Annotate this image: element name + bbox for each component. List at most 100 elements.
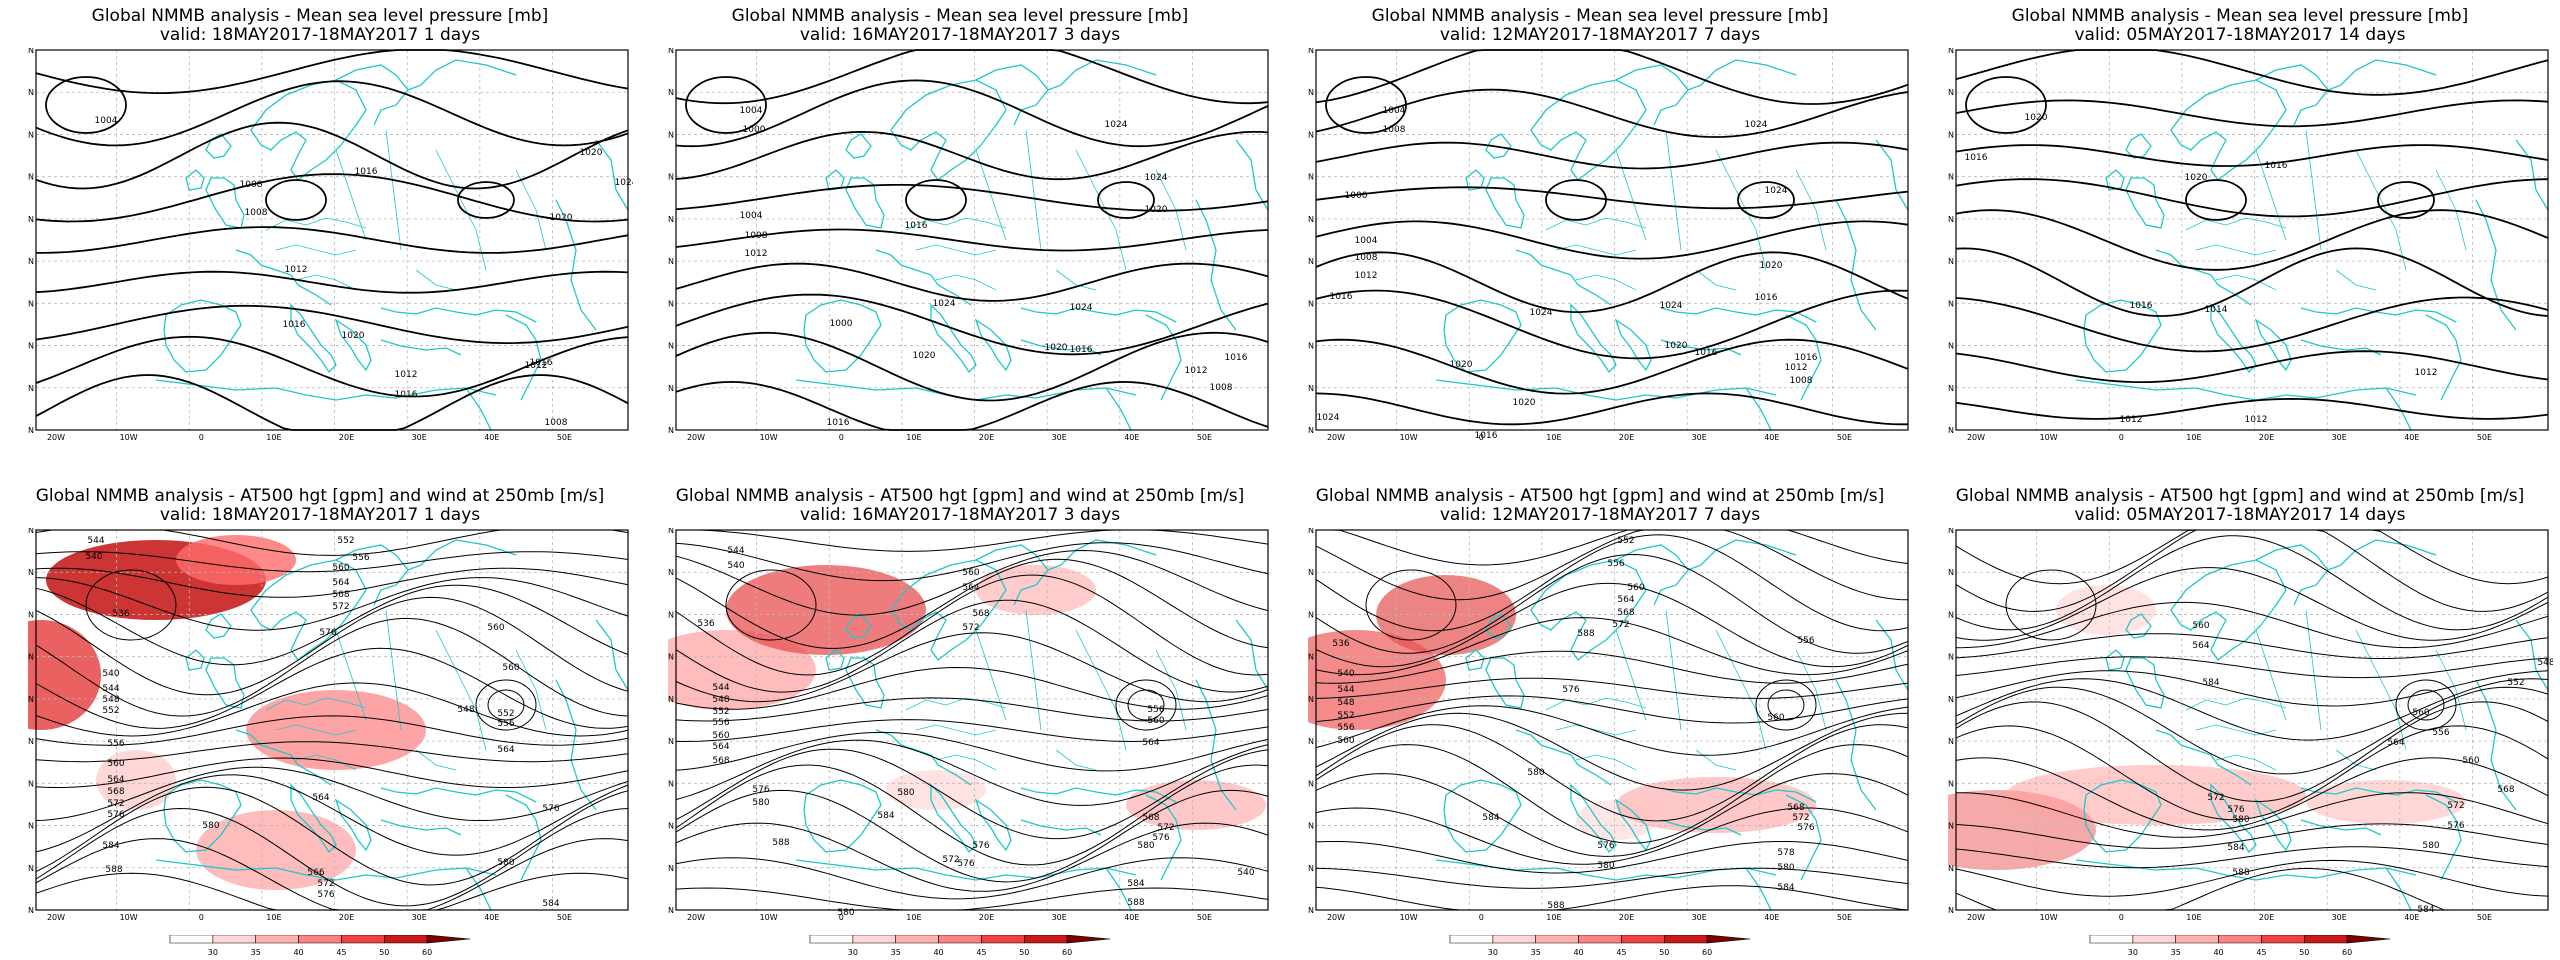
contour-label: 560 — [712, 731, 729, 741]
contour-label: 572 — [1612, 620, 1629, 630]
contour-label: 584 — [2227, 843, 2244, 853]
panel-mslp-7day: Global NMMB analysis - Mean sea level pr… — [1280, 0, 1920, 480]
contour-label: 560 — [2462, 756, 2479, 766]
colorbar-tick-label: 30 — [208, 948, 218, 957]
panel-title: Global NMMB analysis - Mean sea level pr… — [731, 6, 1189, 26]
contour-label: 536 — [112, 609, 129, 619]
contour-label: 1016 — [827, 418, 850, 428]
contour-label: 1020 — [580, 148, 603, 158]
lat-tick-label: 70N — [1308, 48, 1314, 55]
lat-tick-label: 60N — [1948, 130, 1954, 139]
lat-tick-label: 35N — [28, 342, 34, 351]
latitude-labels: 70N 65N 60N 55N 50N 45N 40N 35N 30N 25N — [668, 528, 674, 915]
contour-label: 576 — [972, 841, 989, 851]
contour-label: 1024 — [1105, 120, 1128, 130]
lat-tick-label: 60N — [1948, 610, 1954, 619]
lat-tick-label: 25N — [1948, 426, 1954, 435]
map-mslp-7day: 1004100810001004100810121016102410241020… — [1308, 48, 1909, 440]
contour-label: 576 — [1797, 823, 1814, 833]
contour-label: 1016 — [1070, 345, 1093, 355]
contour-label: 588 — [772, 838, 789, 848]
latitude-labels: 70N 65N 60N 55N 50N 45N 40N 35N 30N 25N — [28, 528, 34, 915]
lat-tick-label: 60N — [1308, 130, 1314, 139]
contour-label: 560 — [107, 759, 124, 769]
lon-tick-label: 20E — [979, 433, 994, 440]
panel-valid: valid: 12MAY2017-18MAY2017 7 days — [1439, 25, 1761, 45]
lat-tick-label: 55N — [668, 653, 674, 662]
lat-tick-label: 30N — [668, 384, 674, 393]
panel-hgt500-14day: Global NMMB analysis - AT500 hgt [gpm] a… — [1920, 480, 2560, 960]
lon-tick-label: 10W — [760, 913, 778, 920]
lon-tick-label: 50E — [1197, 433, 1212, 440]
lat-tick-label: 40N — [1308, 779, 1314, 788]
contour-label: 584 — [2202, 678, 2219, 688]
lon-tick-label: 30E — [2332, 433, 2347, 440]
lat-tick-label: 55N — [1948, 173, 1954, 182]
contour-label: 552 — [2507, 678, 2524, 688]
contour-label: 556 — [107, 739, 124, 749]
contour-label: 576 — [2447, 821, 2464, 831]
longitude-labels: 20W 10W 0 10E 20E 30E 40E 50E — [1967, 433, 2492, 440]
contour-label: 540 — [727, 561, 744, 571]
lon-tick-label: 20E — [339, 913, 354, 920]
lat-tick-label: 35N — [1308, 822, 1314, 831]
panel-title: Global NMMB analysis - AT500 hgt [gpm] a… — [1315, 486, 1885, 506]
colorbar-tick-label: 35 — [1531, 948, 1541, 957]
map-hgt500-1day: 5445405365405445485525565605645685725765… — [28, 528, 629, 920]
colorbar-swatch — [1578, 935, 1622, 944]
contour-label: 1012 — [2415, 368, 2438, 378]
lat-tick-label: 35N — [1948, 822, 1954, 831]
lat-tick-label: 45N — [668, 257, 674, 266]
lon-tick-label: 10E — [1546, 913, 1561, 920]
lon-tick-label: 20W — [47, 433, 65, 440]
contour-label: 544 — [102, 684, 119, 694]
lon-tick-label: 10E — [1546, 433, 1561, 440]
contour-label: 544 — [1337, 685, 1354, 695]
contour-label: 1024 — [933, 299, 956, 309]
map-hgt500-7day: 5525565605645685725885365405445485525565… — [1308, 528, 1909, 920]
colorbar-tick-label: 60 — [1062, 948, 1072, 957]
lat-tick-label: 55N — [1308, 173, 1314, 182]
contour-label: 568 — [107, 787, 124, 797]
contour-label: 572 — [1157, 823, 1174, 833]
lon-tick-label: 40E — [1124, 433, 1139, 440]
wind-colorbar: 30 35 40 45 50 60 — [809, 935, 1111, 957]
lat-tick-label: 35N — [668, 342, 674, 351]
lon-tick-label: 0 — [839, 433, 844, 440]
contour-label: 560 — [502, 663, 519, 673]
contour-label: 568 — [712, 756, 729, 766]
contour-labels: 5445405365445485525565605645685765805885… — [697, 546, 1254, 918]
colorbar-tick-label: 60 — [422, 948, 432, 957]
lat-tick-label: 60N — [1308, 610, 1314, 619]
lat-tick-label: 50N — [668, 695, 674, 704]
panel-valid: valid: 05MAY2017-18MAY2017 14 days — [2074, 25, 2406, 45]
contour-label: 568 — [1787, 803, 1804, 813]
contour-lines — [1955, 49, 2549, 420]
colorbar-swatch — [2132, 935, 2177, 944]
colorbar-tick-label: 35 — [2171, 948, 2181, 957]
lat-tick-label: 65N — [1308, 568, 1314, 577]
map-mslp-1day: 1004100810081012101610161020101610121016… — [28, 48, 633, 440]
map-mslp-3day: 1004100010041008101210161024102410201024… — [668, 48, 1269, 440]
lat-tick-label: 65N — [1948, 88, 1954, 97]
lon-tick-label: 0 — [839, 913, 844, 920]
latitude-labels: 70N 65N 60N 55N 50N 45N 40N 35N 30N 25N — [1308, 528, 1314, 915]
contour-label: 560 — [2192, 621, 2209, 631]
contour-label: 560 — [1147, 716, 1164, 726]
contour-label: 580 — [1597, 861, 1614, 871]
lon-tick-label: 50E — [1837, 433, 1852, 440]
colorbar-swatch — [1492, 935, 1537, 944]
contour-label: 580 — [2422, 841, 2439, 851]
contour-label: 548 — [2537, 658, 2553, 668]
lat-tick-label: 40N — [1948, 779, 1954, 788]
lat-tick-label: 25N — [1308, 426, 1314, 435]
lon-tick-label: 10W — [120, 433, 138, 440]
contour-label: 1012 — [525, 361, 548, 371]
map-hgt500-14day: 5605645485525845605565645725765805845885… — [1948, 528, 2553, 920]
panel-hgt500-1day: Global NMMB analysis - AT500 hgt [gpm] a… — [0, 480, 640, 960]
panel-valid: valid: 18MAY2017-18MAY2017 1 days — [159, 505, 481, 525]
lat-tick-label: 40N — [668, 299, 674, 308]
lon-tick-label: 10E — [906, 913, 921, 920]
contour-label: 1004 — [740, 106, 763, 116]
contour-label: 576 — [317, 890, 334, 900]
